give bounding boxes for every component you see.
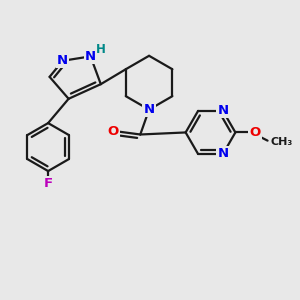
Text: O: O bbox=[107, 125, 119, 138]
Text: N: N bbox=[57, 54, 68, 67]
Text: H: H bbox=[96, 43, 106, 56]
Text: N: N bbox=[218, 104, 229, 117]
Text: F: F bbox=[44, 177, 53, 190]
Text: N: N bbox=[218, 148, 229, 160]
Text: N: N bbox=[143, 103, 155, 116]
Text: CH₃: CH₃ bbox=[271, 137, 293, 147]
Text: O: O bbox=[249, 126, 261, 139]
Text: N: N bbox=[85, 50, 96, 63]
